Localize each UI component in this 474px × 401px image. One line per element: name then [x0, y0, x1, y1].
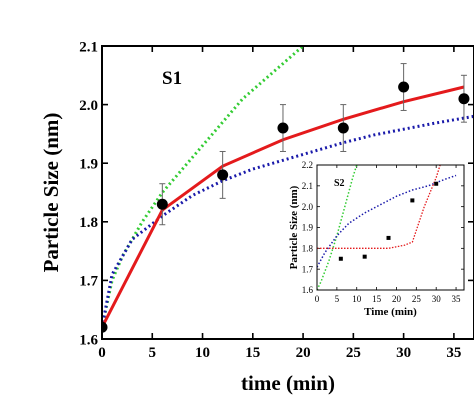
main-data-point: [217, 169, 229, 181]
main-data-point: [458, 93, 470, 105]
inset-ytick-label: 2.2: [302, 160, 313, 170]
inset-frame: [316, 164, 465, 291]
main-ytick-label: 1.6: [79, 332, 98, 348]
inset-panel-label: S2: [334, 178, 345, 189]
main-ytick-label: 2.1: [79, 39, 98, 55]
inset-data-point: [410, 198, 415, 203]
inset-data-point: [362, 254, 367, 259]
main-ytick-label: 1.9: [79, 156, 98, 172]
inset-xtick-label: 30: [432, 294, 442, 304]
main-plot: 0 5 10 15 20 25 30 35 1.6 1.7 1.8 1.9 2.0 2.1 S1 time (…: [39, 39, 474, 395]
inset-xtick-label: 25: [412, 294, 422, 304]
main-green-line: [102, 46, 305, 328]
main-xtick-label: 5: [149, 345, 157, 361]
main-xtick-label: 20: [296, 345, 311, 361]
main-xtick-label: 30: [396, 345, 411, 361]
inset-data-point: [386, 235, 391, 240]
inset-ytick-label: 1.7: [302, 264, 314, 274]
main-data-point: [337, 122, 349, 134]
inset-ytick-label: 1.8: [302, 243, 314, 253]
inset-xtick-label: 5: [335, 294, 340, 304]
inset-xtick-label: 15: [372, 294, 382, 304]
main-xtick-label: 15: [245, 345, 260, 361]
inset-plot: 0 5 10 15 20 25 30 35 1.6 1.7 1.8 1.9 2.0 2.1 2.2 S2 Tim…: [288, 160, 465, 318]
inset-ytick-label: 2.0: [302, 202, 314, 212]
main-ytick-label: 1.8: [79, 215, 98, 231]
main-data-point: [398, 81, 410, 93]
inset-data-point: [434, 181, 439, 186]
inset-x-axis-title: Time (min): [364, 306, 417, 318]
inset-ytick-label: 2.1: [302, 181, 313, 191]
inset-data-point: [338, 256, 343, 261]
main-xtick-label: 25: [346, 345, 361, 361]
main-data-point: [102, 321, 108, 333]
main-blue-line: [102, 114, 474, 328]
main-ytick-label: 1.7: [79, 274, 98, 290]
main-data-point: [156, 198, 168, 210]
inset-red-line: [317, 165, 441, 249]
main-xtick-label: 10: [195, 345, 210, 361]
main-xtick-label: 0: [98, 345, 106, 361]
inset-xtick-label: 0: [315, 294, 320, 304]
inset-y-axis-title: Particle Size (nm): [288, 185, 300, 269]
main-data-point: [277, 122, 289, 134]
main-x-axis-title: time (min): [241, 371, 335, 395]
main-xtick-label: 35: [446, 345, 461, 361]
inset-background: [317, 165, 464, 290]
inset-blue-line: [317, 174, 457, 268]
inset-xtick-label: 35: [452, 294, 462, 304]
main-ytick-label: 2.0: [79, 98, 98, 114]
inset-ytick-label: 1.9: [302, 223, 314, 233]
inset-xtick-label: 20: [392, 294, 402, 304]
main-frame: [101, 45, 474, 340]
inset-xtick-label: 10: [352, 294, 362, 304]
inset-ytick-label: 1.6: [302, 285, 314, 295]
main-panel-label: S1: [162, 68, 182, 89]
main-y-axis-title: Particle Size (nm): [39, 113, 63, 273]
